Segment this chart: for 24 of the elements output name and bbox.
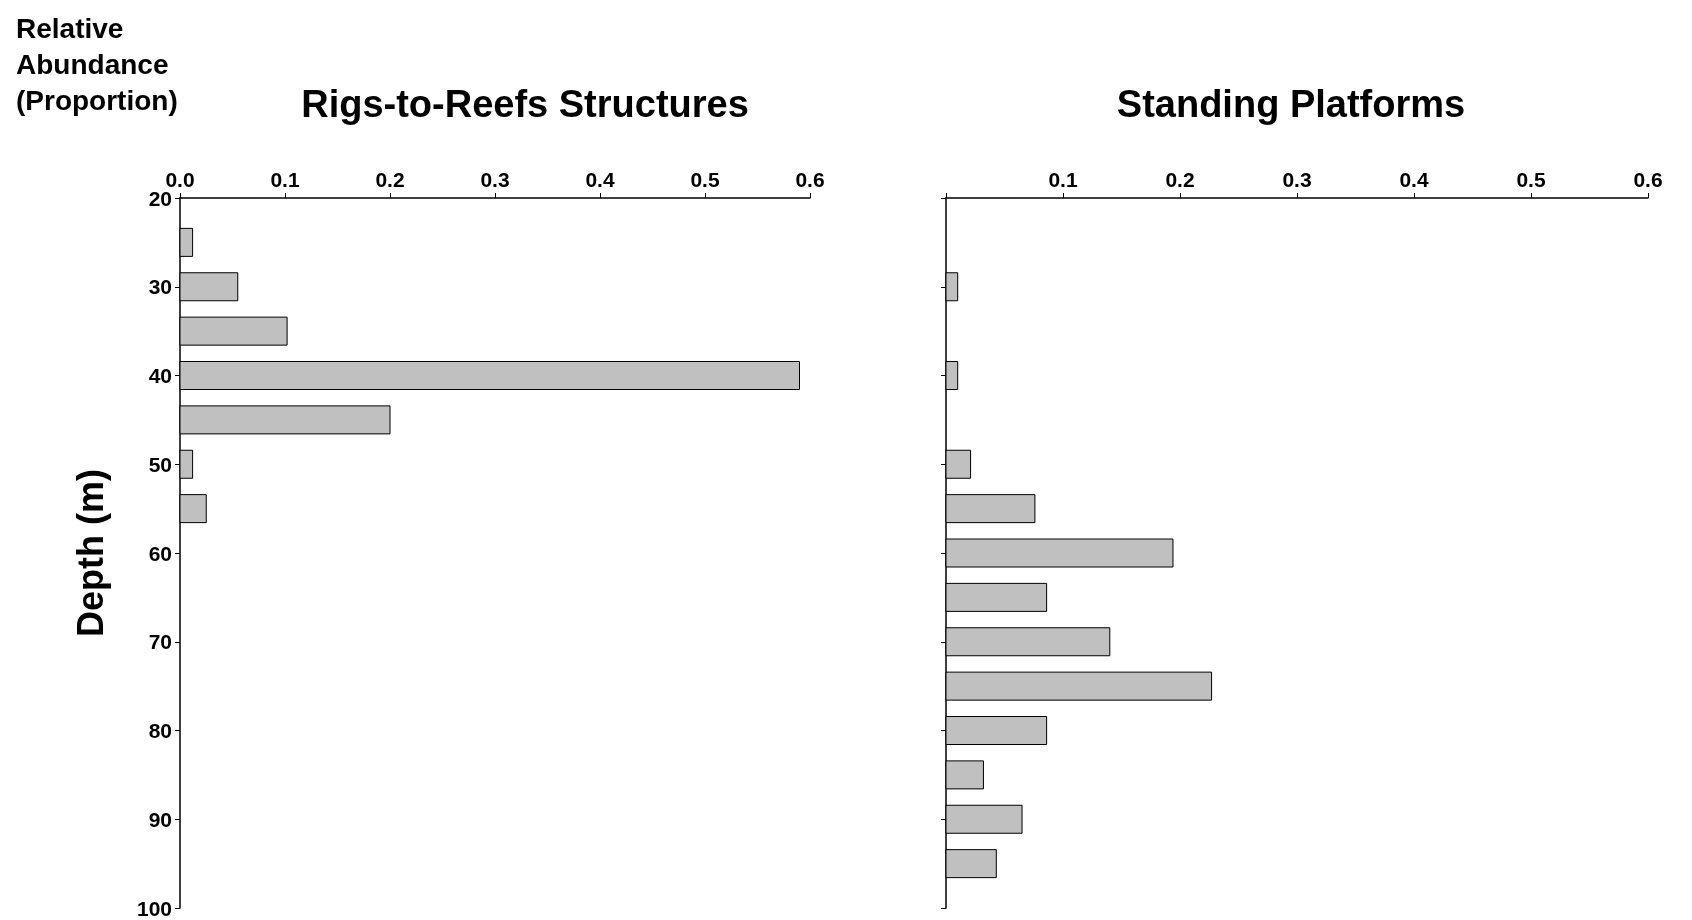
y-tick-label: 100	[136, 896, 172, 920]
x-tick-label: 0.2	[1165, 168, 1195, 191]
x-tick-label: 0.1	[1048, 168, 1078, 191]
x-tick-label: 0.5	[690, 168, 720, 191]
x-tick-label: 0.6	[795, 168, 825, 191]
y-axis-title: Depth (m)	[69, 469, 111, 637]
y-tick-label: 80	[148, 719, 172, 742]
x-tick-label: 0.3	[480, 168, 510, 191]
chart-title: Rigs-to-Reefs Structures	[301, 83, 749, 125]
x-axis-title: Relative Abundance (Proportion)	[16, 12, 178, 116]
x-tick-label: 0.6	[1633, 168, 1663, 191]
y-tick-label: 50	[148, 452, 172, 476]
x-tick-label: 0.4	[585, 168, 615, 191]
x-tick-label: 0.5	[1516, 168, 1546, 191]
y-tick-label: 40	[148, 364, 172, 387]
x-tick-label: 0.4	[1399, 168, 1429, 191]
x-tick-label: 0.3	[1282, 168, 1312, 191]
y-tick-label: 90	[148, 807, 172, 831]
y-tick-label: 70	[148, 630, 172, 654]
x-tick-label: 0.2	[375, 168, 405, 191]
y-tick-label: 60	[148, 541, 172, 565]
chart-title: Standing Platforms	[1116, 83, 1466, 125]
x-tick-label: 0.1	[270, 168, 300, 191]
y-tick-label: 30	[148, 275, 172, 299]
